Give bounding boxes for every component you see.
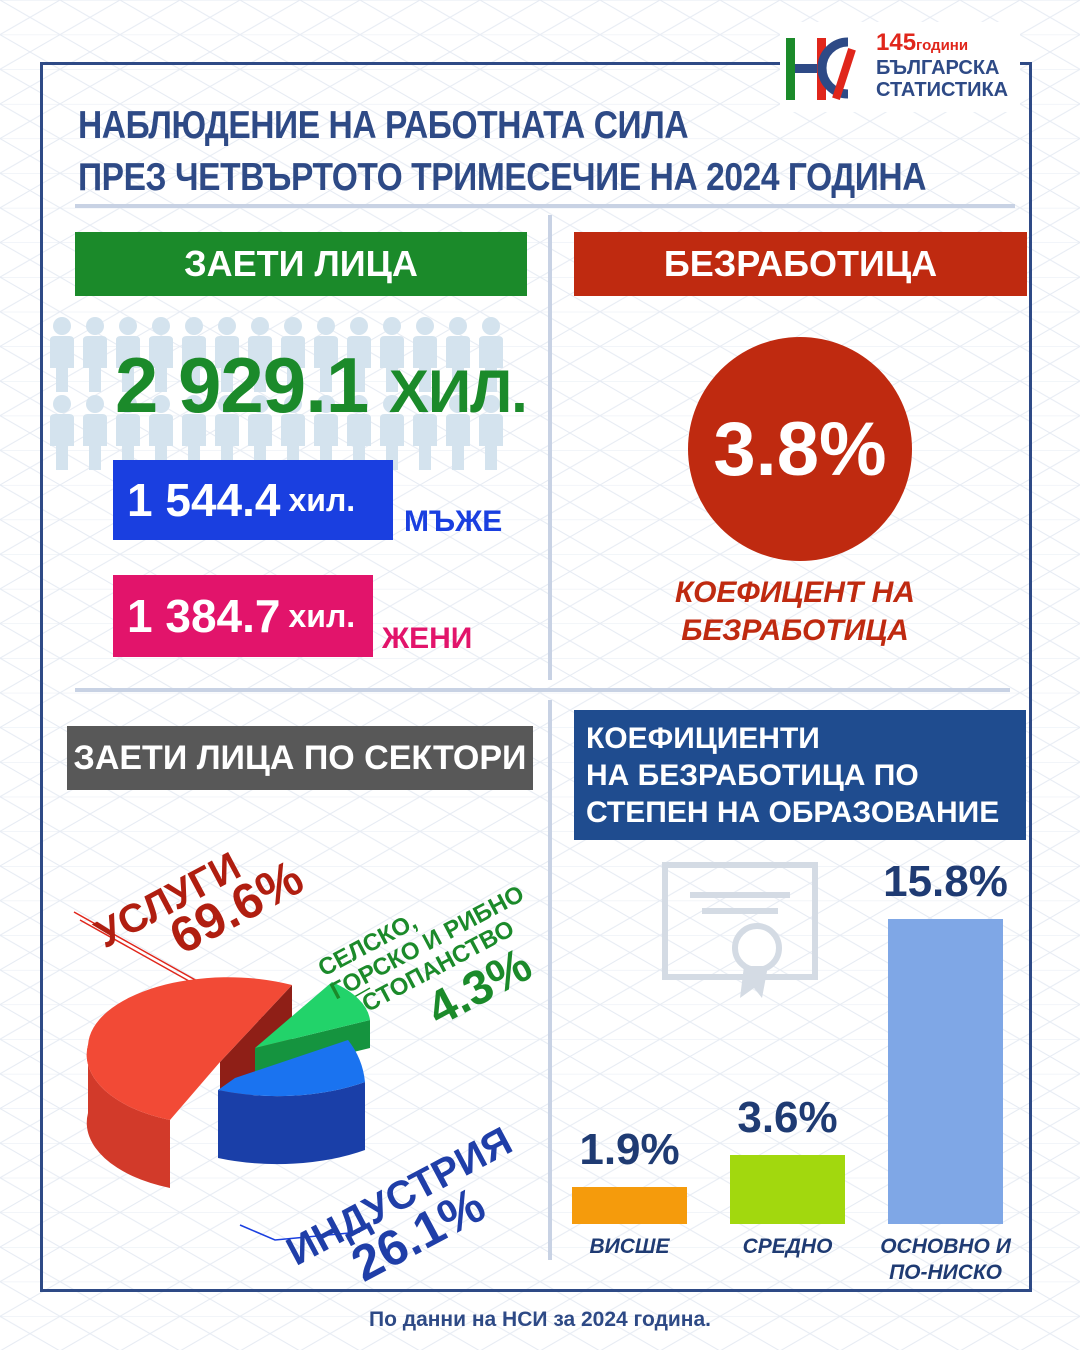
pie-slice-industry-side (218, 1082, 365, 1165)
certificate-icon (662, 862, 818, 998)
bar-2 (888, 919, 1003, 1224)
sectors-banner: ЗАЕТИ ЛИЦА ПО СЕКТОРИ (67, 726, 533, 790)
employed-men-label: МЪЖЕ (404, 505, 503, 538)
footer-source: По данни на НСИ за 2024 година. (368, 1308, 712, 1331)
page-title-line-2: ПРЕЗ ЧЕТВЪРТОТО ТРИМЕСЕЧИЕ НА 2024 ГОДИН… (78, 156, 927, 199)
logo-years-word: години (916, 37, 969, 54)
divider-vertical-bottom (548, 700, 552, 1260)
pie-slice-industry (218, 1040, 365, 1097)
bar-category-label-2: ОСНОВНО И ПО-НИСКО (880, 1235, 1011, 1284)
logo-years: 145 (876, 29, 917, 56)
unemployment-rate-caption: КОЕФИЦЕНТ НА БЕЗРАБОТИЦА (600, 574, 990, 650)
bar-value-label-2: 15.8% (883, 857, 1008, 906)
unemployment-caption-line-2: БЕЗРАБОТИЦА (681, 614, 909, 647)
bar-1 (730, 1154, 845, 1224)
page-title: НАБЛЮДЕНИЕ НА РАБОТНАТА СИЛА ПРЕЗ ЧЕТВЪР… (78, 100, 927, 204)
employed-men-box: 1 544.4 хил. (113, 460, 393, 540)
sectors-banner-label: ЗАЕТИ ЛИЦА ПО СЕКТОРИ (73, 738, 527, 777)
employed-women-label: ЖЕНИ (382, 622, 473, 655)
divider-middle (75, 688, 1010, 692)
pie-slice-services-side (86, 1045, 170, 1188)
logo-line-2: СТАТИСТИКА (876, 79, 1009, 101)
employed-women-value: 1 384.7 (127, 590, 281, 642)
employed-total-unit: хил. (388, 358, 528, 425)
nsi-logo-mark (786, 37, 856, 100)
divider-top (75, 204, 1015, 208)
sectors-pie-chart: УСЛУГИ 69.6% СЕЛСКО, ГОРСКО И РИБНО СТОП… (73, 844, 540, 1290)
industry-leader-line (239, 1224, 361, 1241)
employed-banner: ЗАЕТИ ЛИЦА (75, 232, 527, 296)
bar-value-label-0: 1.9% (579, 1125, 680, 1175)
education-banner: КОЕФИЦИЕНТИ НА БЕЗРАБОТИЦА ПО СТЕПЕН НА … (574, 710, 1026, 840)
divider-vertical-top (548, 215, 552, 680)
employed-women-unit: хил. (288, 597, 356, 634)
unemployment-rate-value: 3.8% (713, 406, 887, 492)
unemployment-rate-circle: 3.8% (688, 337, 912, 561)
bar-value-label-1: 3.6% (737, 1092, 838, 1142)
employed-men-unit: хил. (288, 481, 356, 518)
nsi-logo: 145години БЪЛГАРСКА СТАТИСТИКА (780, 22, 1020, 112)
employed-women-box: 1 384.7 хил. (113, 575, 373, 657)
content-frame (40, 62, 1032, 1292)
page-title-line-1: НАБЛЮДЕНИЕ НА РАБОТНАТА СИЛА (78, 104, 689, 147)
employed-total: 2 929.1 хил. (115, 340, 528, 431)
pie-slice-agriculture (255, 982, 370, 1048)
pie-slice-services (86, 977, 292, 1120)
education-banner-line-1: КОЕФИЦИЕНТИ (586, 721, 820, 755)
employed-men-value: 1 544.4 (127, 474, 281, 526)
employed-total-value: 2 929.1 (115, 341, 369, 429)
education-banner-line-2: НА БЕЗРАБОТИЦА ПО (586, 758, 919, 792)
unemployment-banner-label: БЕЗРАБОТИЦА (663, 243, 938, 284)
unemployment-banner: БЕЗРАБОТИЦА (574, 232, 1027, 296)
logo-line-1: БЪЛГАРСКА (876, 57, 1000, 79)
unemployment-caption-line-1: КОЕФИЦЕНТ НА (675, 576, 915, 609)
education-banner-line-3: СТЕПЕН НА ОБРАЗОВАНИЕ (586, 795, 1000, 829)
employed-banner-label: ЗАЕТИ ЛИЦА (184, 243, 418, 284)
bar-category-label-1: СРЕДНО (742, 1235, 833, 1258)
bar-0 (572, 1187, 687, 1224)
bar-category-label-0: ВИСШЕ (589, 1235, 670, 1258)
